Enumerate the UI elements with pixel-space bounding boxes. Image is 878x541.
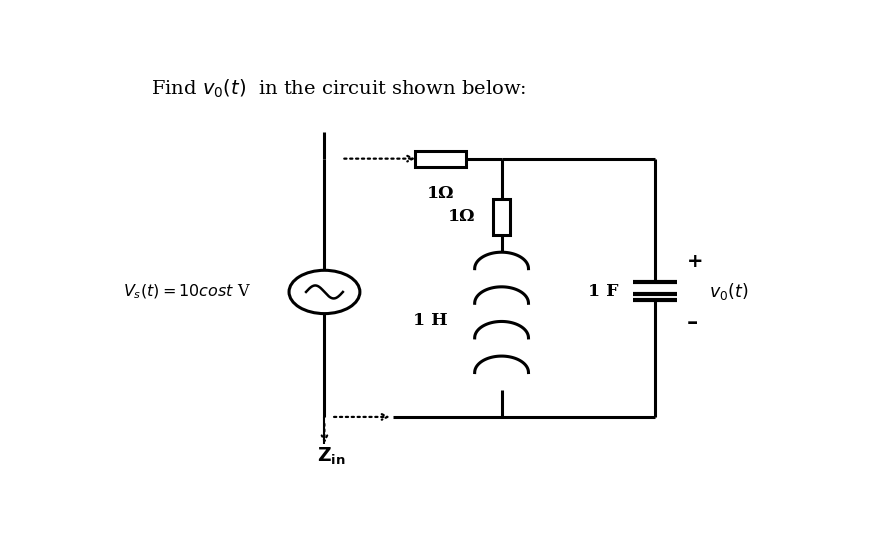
Bar xyxy=(414,151,465,167)
Text: $\mathbf{Z_{in}}$: $\mathbf{Z_{in}}$ xyxy=(317,446,345,467)
Text: 1 F: 1 F xyxy=(587,282,617,300)
Text: +: + xyxy=(686,252,702,270)
Text: Find $v_0(t)$  in the circuit shown below:: Find $v_0(t)$ in the circuit shown below… xyxy=(151,77,526,100)
Text: 1Ω: 1Ω xyxy=(448,208,475,226)
Text: $V_s(t) = 10$$\mathit{cost}$ V: $V_s(t) = 10$$\mathit{cost}$ V xyxy=(123,283,251,301)
Text: $v_0(t)$: $v_0(t)$ xyxy=(709,281,748,302)
Bar xyxy=(493,199,510,235)
Text: 1Ω: 1Ω xyxy=(426,186,454,202)
Text: –: – xyxy=(686,313,697,333)
Text: 1 H: 1 H xyxy=(413,312,447,329)
